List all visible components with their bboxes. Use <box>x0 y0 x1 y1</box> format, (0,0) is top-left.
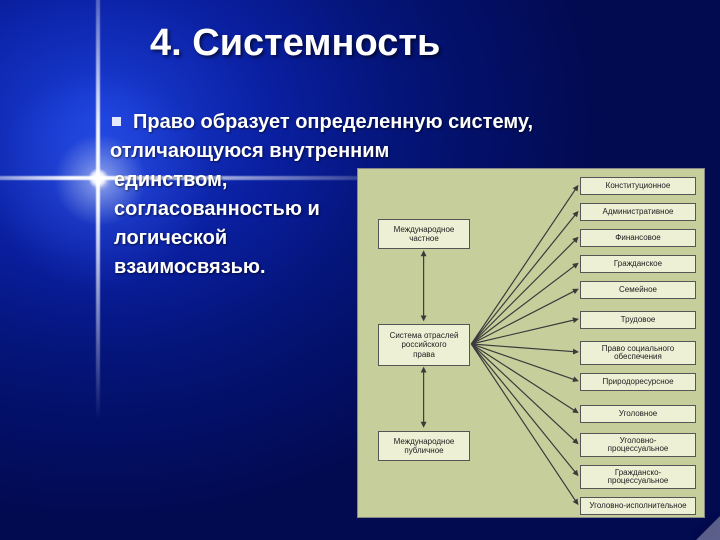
lead-text: Право образует определенную систему, отл… <box>110 111 533 162</box>
page-curl-icon <box>696 516 720 540</box>
lens-flare-vertical <box>96 0 100 420</box>
square-bullet-icon <box>112 117 121 126</box>
bullet-lead-line: Право образует определенную систему, отл… <box>110 108 690 166</box>
law-system-diagram: МеждународноечастноеСистема отраслейросс… <box>357 168 705 518</box>
slide-title: 4. Системность <box>150 22 440 65</box>
lens-flare-core <box>88 168 108 188</box>
